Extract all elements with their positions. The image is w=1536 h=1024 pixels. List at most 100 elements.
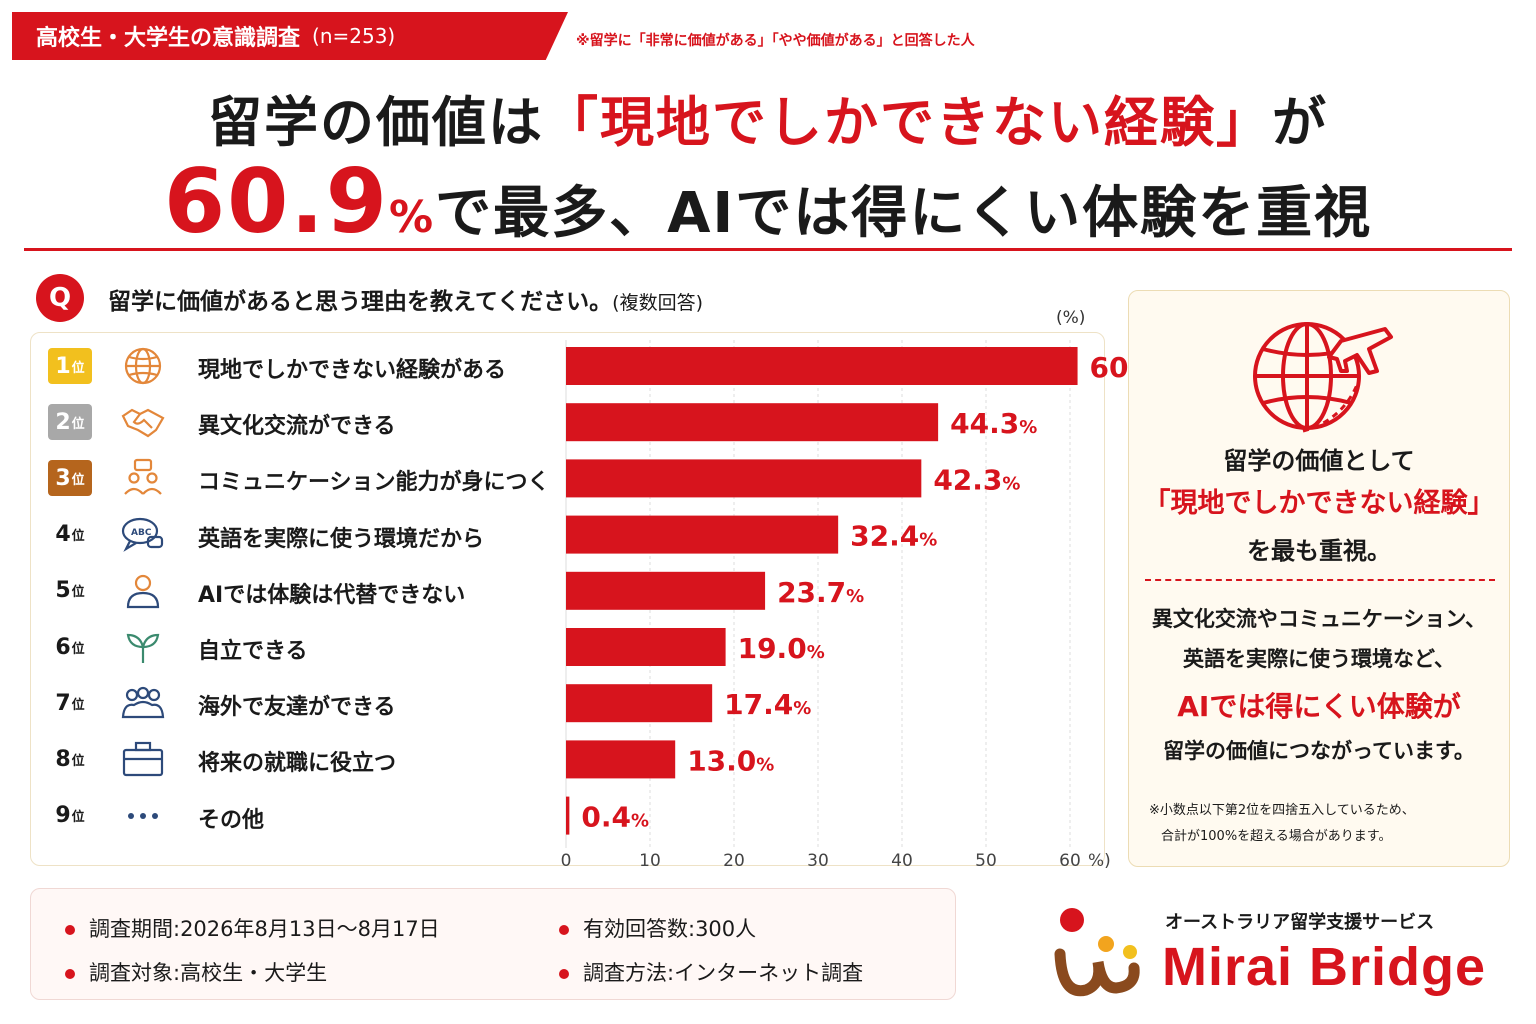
question-text: 留学に価値があると思う理由を教えてください。(複数回答) bbox=[108, 282, 703, 316]
row-icon-wrap: ABC bbox=[118, 515, 168, 555]
category-label: 異文化交流ができる bbox=[198, 414, 396, 440]
bullet-dot bbox=[559, 925, 569, 935]
headline-2-post: で最多、AIでは得にくい体験を重視 bbox=[435, 181, 1373, 246]
row-icon-wrap bbox=[118, 571, 168, 611]
summary-line-3: を最も重視。 bbox=[1247, 537, 1391, 565]
question-sub: (複数回答) bbox=[612, 292, 703, 314]
respondent-note: ※留学に「非常に価値がある」「やや価値がある」と回答した人 bbox=[576, 33, 975, 49]
survey-method: 調査方法:インターネット調査 bbox=[559, 957, 863, 987]
chat-people-icon bbox=[124, 459, 162, 496]
rank-number: 3 bbox=[55, 465, 71, 491]
bullet-dot bbox=[559, 969, 569, 979]
footnote-1: ※小数点以下第2位を四捨五入しているため、 bbox=[1149, 803, 1415, 818]
summary-line-1: 留学の価値として bbox=[1223, 447, 1415, 475]
survey-target-text: 調査対象:高校生・大学生 bbox=[89, 961, 328, 985]
survey-target: 調査対象:高校生・大学生 bbox=[65, 957, 327, 987]
question-main: 留学に価値があると思う理由を教えてください。 bbox=[108, 289, 613, 315]
group-icon bbox=[121, 687, 165, 719]
row-icon-wrap bbox=[118, 627, 168, 667]
headline-1-pre: 留学の価値は bbox=[208, 91, 544, 154]
rank-suffix: 位 bbox=[71, 360, 85, 376]
bullet-dot bbox=[65, 969, 75, 979]
briefcase-icon bbox=[122, 742, 164, 777]
summary-text-1: 異文化交流やコミュニケーション、 bbox=[1151, 607, 1487, 631]
brand-logo bbox=[1054, 908, 1140, 997]
rank-number: 1 bbox=[55, 353, 71, 379]
abc-text: ABC bbox=[131, 528, 152, 538]
rank-suffix: 位 bbox=[71, 472, 85, 488]
rank-suffix: 位 bbox=[71, 753, 85, 769]
valid-responses-text: 有効回答数:300人 bbox=[583, 917, 757, 941]
ellipsis-icon bbox=[128, 812, 158, 819]
chart-panel bbox=[30, 332, 1105, 866]
globe-plane-icon bbox=[1253, 322, 1393, 433]
category-label: その他 bbox=[198, 807, 265, 833]
row-icon-wrap bbox=[118, 346, 168, 386]
handshake-icon bbox=[121, 408, 165, 438]
headline-1-post: が bbox=[1272, 91, 1328, 154]
rank-suffix: 位 bbox=[71, 416, 85, 432]
row-icon-wrap bbox=[118, 458, 168, 498]
category-label: 自立できる bbox=[198, 639, 308, 664]
globe-icon bbox=[124, 347, 162, 385]
survey-period-text: 調査期間:2026年8月13日〜8月17日 bbox=[89, 917, 440, 941]
category-label: コミュニケーション能力が身につく bbox=[198, 470, 550, 496]
rank-number: 7 bbox=[55, 690, 71, 716]
row-icon-wrap bbox=[118, 683, 168, 723]
category-label: 現地でしかできない経験がある bbox=[198, 358, 507, 383]
summary-text-2: 英語を実際に使う環境など、 bbox=[1183, 647, 1455, 671]
category-label: AIでは体験は代替できない bbox=[198, 582, 466, 608]
rank-suffix: 位 bbox=[71, 697, 85, 713]
rank-number: 8 bbox=[55, 746, 71, 772]
headline-line-2: 60.9%で最多、AIでは得にくい体験を重視 bbox=[0, 150, 1536, 253]
brand-name: Mirai Bridge bbox=[1162, 937, 1487, 997]
headline-line-1: 留学の価値は「現地でしかできない経験」が bbox=[0, 78, 1536, 157]
summary-panel: 留学の価値として 「現地でしかできない経験」 を最も重視。 異文化交流やコミュニ… bbox=[1128, 290, 1510, 867]
survey-period: 調査期間:2026年8月13日〜8月17日 bbox=[65, 913, 440, 943]
row-icon-wrap bbox=[118, 402, 168, 442]
rank-suffix: 位 bbox=[71, 529, 85, 545]
headline-divider bbox=[24, 248, 1512, 251]
summary-line-2: 「現地でしかできない経験」 bbox=[1143, 488, 1495, 519]
rank-number: 9 bbox=[55, 803, 71, 829]
category-label: 将来の就職に役立つ bbox=[198, 751, 397, 777]
rank-number: 5 bbox=[55, 578, 71, 604]
footnote-2: 合計が100%を超える場合があります。 bbox=[1161, 829, 1392, 844]
summary-divider bbox=[1145, 579, 1495, 581]
valid-responses: 有効回答数:300人 bbox=[559, 913, 756, 943]
headline-1-red: 「現地でしかできない経験」 bbox=[544, 91, 1272, 154]
row-icon-wrap bbox=[118, 739, 168, 779]
summary-text-3: AIでは得にくい体験が bbox=[1177, 690, 1461, 723]
person-icon bbox=[126, 574, 160, 608]
rank-suffix: 位 bbox=[71, 641, 85, 657]
brand-block: オーストラリア留学支援サービス Mirai Bridge bbox=[1050, 900, 1520, 1010]
rank-suffix: 位 bbox=[71, 810, 85, 826]
headline-number: 60.9 bbox=[163, 150, 389, 253]
brand-tagline: オーストラリア留学支援サービス bbox=[1165, 912, 1435, 933]
category-label: 英語を実際に使う環境だから bbox=[198, 526, 485, 552]
row-icon-wrap bbox=[118, 796, 168, 836]
survey-info-box: 調査期間:2026年8月13日〜8月17日 有効回答数:300人 調査対象:高校… bbox=[30, 888, 956, 1000]
survey-method-text: 調査方法:インターネット調査 bbox=[583, 961, 864, 985]
ellipsis-dot bbox=[140, 812, 146, 819]
rank-suffix: 位 bbox=[71, 585, 85, 601]
category-label: 海外で友達ができる bbox=[198, 695, 396, 721]
summary-text-4: 留学の価値につながっています。 bbox=[1163, 739, 1475, 763]
headline-percent: % bbox=[388, 192, 436, 243]
bullet-dot bbox=[65, 925, 75, 935]
sprout-icon bbox=[126, 633, 160, 663]
question-badge: Q bbox=[36, 274, 84, 322]
rank-number: 4 bbox=[55, 522, 71, 548]
sample-size: (n=253) bbox=[312, 24, 396, 48]
survey-tag: 高校生・大学生の意識調査 (n=253) bbox=[12, 12, 568, 60]
survey-tag-text: 高校生・大学生の意識調査 bbox=[36, 26, 301, 51]
